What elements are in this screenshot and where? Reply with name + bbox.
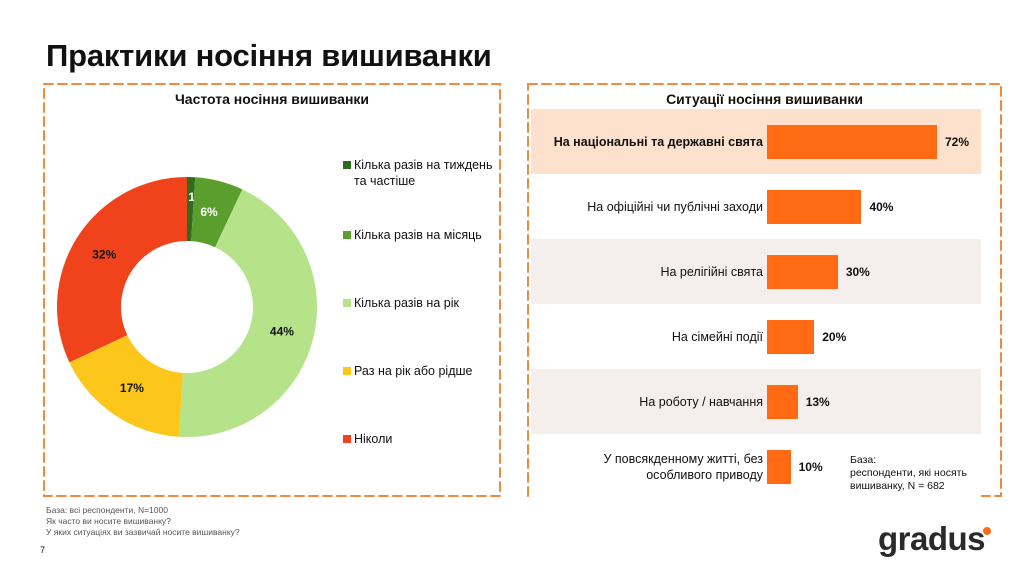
bar xyxy=(767,254,838,289)
right-base-note: База: респонденти, які носять вишиванку,… xyxy=(850,454,967,492)
donut-value-label-5: 32% xyxy=(92,247,116,261)
bar-value-label: 13% xyxy=(805,394,830,409)
donut-value-label-4: 17% xyxy=(120,381,144,395)
bar-category-label: На офіційні чи публічні заходи xyxy=(587,199,763,214)
bar-value-label: 40% xyxy=(869,199,894,214)
footnote-question-1: Як часто ви носите вишиванку? xyxy=(46,516,171,526)
legend-swatch xyxy=(343,435,351,443)
page-number: 7 xyxy=(40,545,46,555)
donut-slice-5 xyxy=(56,177,188,363)
bar-row-6: У повсякденному житті, без особливого пр… xyxy=(531,434,981,499)
footnotes: База: всі респонденти, N=1000 Як часто в… xyxy=(46,505,240,538)
donut-chart-title: Частота носіння вишиванки xyxy=(174,91,370,107)
legend-swatch xyxy=(343,367,351,375)
legend-label: Ніколи xyxy=(354,432,393,446)
bar xyxy=(767,124,937,159)
bar-value-label: 30% xyxy=(845,264,870,279)
bar-row-5: На роботу / навчання 13% xyxy=(531,369,981,434)
bar-category-label: На національні та державні свята xyxy=(553,134,763,149)
bar-chart-title: Ситуації носіння вишиванки xyxy=(666,91,863,107)
legend-swatch xyxy=(343,231,351,239)
bar-row-1: На національні та державні свята 72% xyxy=(531,109,981,174)
page-title: Практики носіння вишиванки xyxy=(46,38,492,73)
bar-row-background xyxy=(531,434,981,499)
bar xyxy=(767,319,815,354)
bar-row-background xyxy=(531,369,981,434)
donut-slice-3 xyxy=(178,189,317,438)
footnote-base: База: всі респонденти, N=1000 xyxy=(46,505,168,515)
bar-row-background xyxy=(531,174,981,239)
logo-dot-icon xyxy=(983,527,991,535)
bar-row-3: На релігійні свята 30% xyxy=(531,239,981,304)
legend-label: Кілька разів на тиждень та частіше xyxy=(354,158,493,188)
bar-value-label: 72% xyxy=(945,134,970,149)
donut-value-label-3: 44% xyxy=(270,324,294,338)
donut-slice-2 xyxy=(191,177,243,248)
bar xyxy=(767,189,862,224)
bar-row-background xyxy=(531,239,981,304)
bar xyxy=(767,449,791,484)
legend-label: Кілька разів на місяць xyxy=(354,228,482,242)
bar-category-label: У повсякденному житті, без особливого пр… xyxy=(603,451,763,482)
donut-value-label-2: 6% xyxy=(200,205,218,219)
bar-category-label: На роботу / навчання xyxy=(639,394,763,409)
legend-label: Кілька разів на рік xyxy=(354,296,459,310)
donut-slice-1 xyxy=(187,177,196,242)
bar-row-2: На офіційні чи публічні заходи 40% xyxy=(531,174,981,239)
legend-swatch xyxy=(343,161,351,169)
legend-swatch xyxy=(343,299,351,307)
bar-row-4: На сімейні події 20% xyxy=(531,304,981,369)
bar-value-label: 20% xyxy=(822,329,847,344)
legend-label: Раз на рік або рідше xyxy=(354,364,473,378)
gradus-logo: gradus xyxy=(878,520,986,557)
bar-value-label: 10% xyxy=(798,459,823,474)
bar-category-label: На релігійні свята xyxy=(660,264,763,279)
donut-slice-4 xyxy=(69,335,183,437)
bar xyxy=(767,384,798,419)
bar-category-label: На сімейні події xyxy=(671,329,763,344)
footnote-question-2: У яких ситуаціях ви зазвичай носите виши… xyxy=(46,527,240,537)
bar-row-background xyxy=(531,304,981,369)
